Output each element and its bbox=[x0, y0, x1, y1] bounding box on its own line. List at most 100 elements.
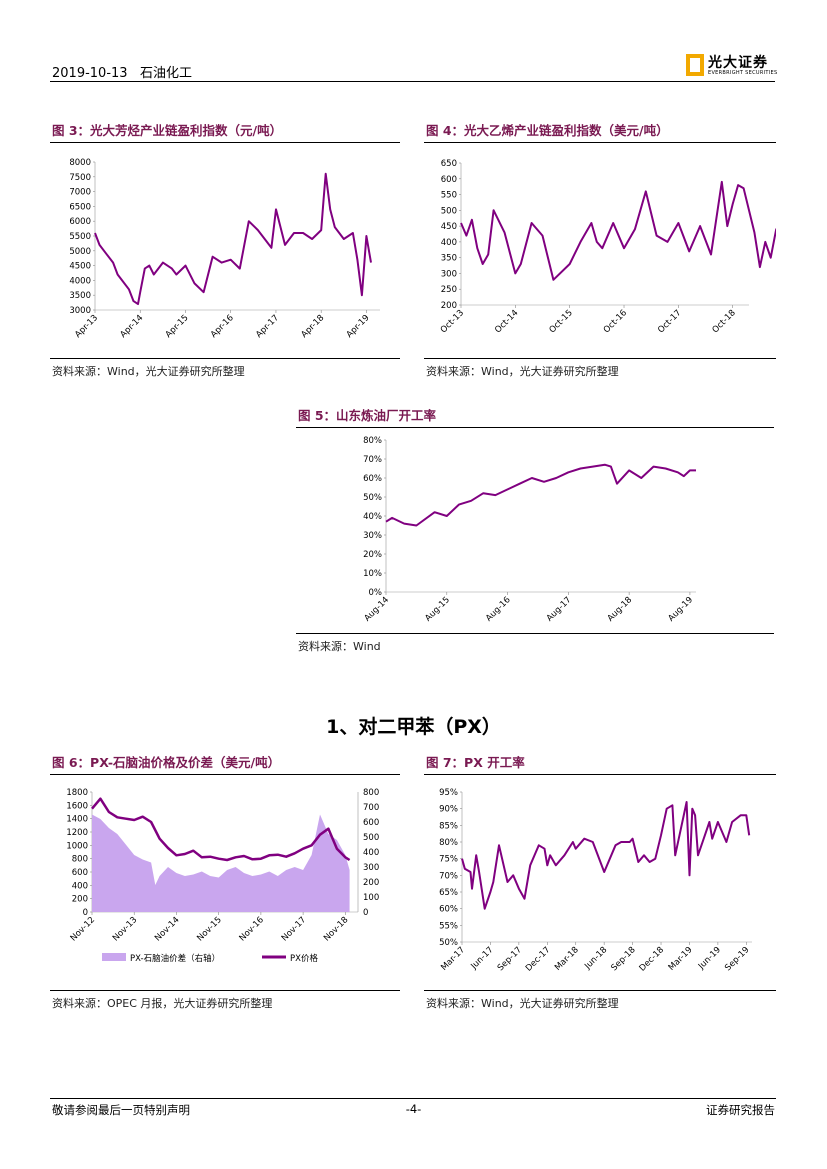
x-tick-label: Sep-19 bbox=[723, 945, 751, 973]
x-tick-label: Mar-17 bbox=[439, 945, 467, 973]
y-tick-label: 200 bbox=[441, 301, 457, 311]
y-tick-label: 80% bbox=[439, 838, 458, 848]
x-tick-label: Oct-13 bbox=[439, 308, 466, 335]
y-tick-label: 450 bbox=[441, 222, 457, 232]
fig4-bottom-rule bbox=[424, 358, 776, 359]
x-tick-label: Nov-15 bbox=[195, 915, 223, 943]
x-tick-label: Aug-17 bbox=[545, 595, 574, 624]
fig6-source: 资料来源：OPEC 月报，光大证券研究所整理 bbox=[52, 997, 273, 1010]
x-tick-label: Apr-14 bbox=[118, 313, 145, 340]
fig6-title: 图 6：PX-石脑油价格及价差（美元/吨） bbox=[52, 755, 281, 770]
x-tick-label: Nov-12 bbox=[69, 915, 97, 943]
y-tick-label: 6000 bbox=[69, 217, 91, 227]
y-tick-label: 1400 bbox=[66, 815, 88, 825]
series-area-spread bbox=[92, 814, 350, 912]
y-tick-label: 8000 bbox=[69, 158, 91, 168]
y-tick-label: 20% bbox=[363, 550, 382, 560]
y-tick-label: 600 bbox=[441, 175, 457, 185]
footer-disclaimer: 敬请参阅最后一页特别声明 bbox=[52, 1103, 190, 1117]
fig6-bottom-rule bbox=[50, 990, 400, 991]
legend-swatch-spread bbox=[102, 953, 126, 961]
y-tick-label: 7000 bbox=[69, 188, 91, 198]
y-tick-label: 3500 bbox=[69, 291, 91, 301]
y-tick-label: 10% bbox=[363, 569, 382, 579]
x-tick-label: Aug-16 bbox=[484, 595, 513, 624]
x-tick-label: Sep-17 bbox=[496, 945, 524, 973]
x-tick-label: Jun-17 bbox=[469, 945, 496, 972]
y-tick-label: 4500 bbox=[69, 262, 91, 272]
series-line bbox=[460, 180, 776, 281]
y-tick-label: 800 bbox=[72, 855, 88, 865]
x-tick-label: Apr-15 bbox=[164, 313, 191, 340]
y-right-tick-label: 600 bbox=[363, 818, 379, 828]
page-number: -4- bbox=[405, 1102, 422, 1116]
x-tick-label: Mar-19 bbox=[667, 945, 695, 973]
y-tick-label: 7500 bbox=[69, 173, 91, 183]
fig4-chart: 200 250 300 350 400 450 500 550 600 650 Oct-13 Oct-… bbox=[439, 159, 776, 335]
fig4-top-rule bbox=[424, 142, 776, 143]
y-tick-label: 1200 bbox=[66, 828, 88, 838]
y-tick-label: 1000 bbox=[66, 841, 88, 851]
fig7-top-rule bbox=[424, 774, 776, 775]
y-tick-label: 350 bbox=[441, 254, 457, 264]
fig6-top-rule bbox=[50, 774, 400, 775]
y-right-tick-label: 300 bbox=[363, 863, 379, 873]
y-right-tick-label: 700 bbox=[363, 803, 379, 813]
x-tick-label: Apr-13 bbox=[73, 313, 100, 340]
y-tick-label: 90% bbox=[439, 805, 458, 815]
fig3-chart: 3000 3500 4000 4500 5000 5500 6000 6500 7000 7500… bbox=[69, 158, 380, 340]
y-tick-label: 5500 bbox=[69, 232, 91, 242]
x-tick-label: Oct-17 bbox=[656, 308, 683, 335]
fig4-source: 资料来源：Wind，光大证券研究所整理 bbox=[426, 365, 619, 378]
fig5-source: 资料来源：Wind bbox=[298, 640, 381, 653]
everbright-logo: 光大证券 EVERBRIGHT SECURITIES bbox=[686, 52, 778, 80]
x-tick-label: Nov-17 bbox=[280, 915, 308, 943]
x-tick-label: Dec-18 bbox=[638, 945, 667, 974]
footer-report-type: 证券研究报告 bbox=[706, 1103, 775, 1117]
y-tick-label: 5000 bbox=[69, 247, 91, 257]
x-tick-label: Nov-14 bbox=[153, 915, 181, 943]
y-tick-label: 70% bbox=[439, 871, 458, 881]
fig3-source: 资料来源：Wind，光大证券研究所整理 bbox=[52, 365, 245, 378]
y-tick-label: 60% bbox=[363, 474, 382, 484]
y-tick-label: 50% bbox=[439, 938, 458, 948]
fig4-title: 图 4：光大乙烯产业链盈利指数（美元/吨） bbox=[426, 123, 669, 138]
fig7-chart: 50%55%60%65%70%75%80%85%90%95%Mar-17 Jun-… bbox=[439, 788, 752, 974]
x-tick-label: Apr-17 bbox=[254, 313, 281, 340]
x-tick-label: Oct-18 bbox=[711, 308, 738, 335]
y-tick-label: 550 bbox=[441, 191, 457, 201]
y-right-tick-label: 400 bbox=[363, 848, 379, 858]
fig5-title: 图 5：山东炼油厂开工率 bbox=[298, 408, 437, 423]
y-tick-label: 1800 bbox=[66, 788, 88, 798]
section-title: 1、对二甲苯（PX） bbox=[326, 716, 501, 738]
fig5-top-rule bbox=[296, 427, 774, 428]
footer-divider bbox=[50, 1098, 776, 1099]
x-tick-label: Jun-18 bbox=[582, 945, 609, 972]
y-tick-label: 400 bbox=[72, 881, 88, 891]
x-tick-label: Aug-15 bbox=[423, 595, 452, 624]
fig7-title: 图 7：PX 开工率 bbox=[426, 755, 525, 770]
series-line bbox=[385, 463, 696, 527]
y-tick-label: 200 bbox=[72, 895, 88, 905]
y-right-tick-label: 800 bbox=[363, 788, 379, 798]
x-tick-label: Nov-16 bbox=[238, 915, 266, 943]
x-tick-label: Aug-18 bbox=[606, 595, 635, 624]
series-line bbox=[94, 172, 372, 306]
y-tick-label: 650 bbox=[441, 159, 457, 169]
fig3-bottom-rule bbox=[50, 358, 400, 359]
x-tick-label: Jun-19 bbox=[696, 945, 723, 972]
series-line bbox=[461, 801, 751, 910]
y-tick-label: 65% bbox=[439, 888, 458, 898]
logo-cn: 光大证券 bbox=[708, 55, 768, 71]
x-tick-label: Dec-17 bbox=[524, 945, 553, 974]
legend-label-px: PX价格 bbox=[290, 953, 318, 964]
x-tick-label: Aug-14 bbox=[362, 595, 391, 624]
y-tick-label: 30% bbox=[363, 531, 382, 541]
series-line-px-price bbox=[91, 797, 351, 862]
y-tick-label: 60% bbox=[439, 905, 458, 915]
y-tick-label: 95% bbox=[439, 788, 458, 798]
x-tick-label: Oct-15 bbox=[548, 308, 575, 335]
y-tick-label: 300 bbox=[441, 269, 457, 279]
fig3-top-rule bbox=[50, 142, 400, 143]
fig5-chart: 0% 10% 20% 30% 40% 50% 60% 70% 80% Aug-14 Aug-15 Au… bbox=[362, 436, 696, 624]
